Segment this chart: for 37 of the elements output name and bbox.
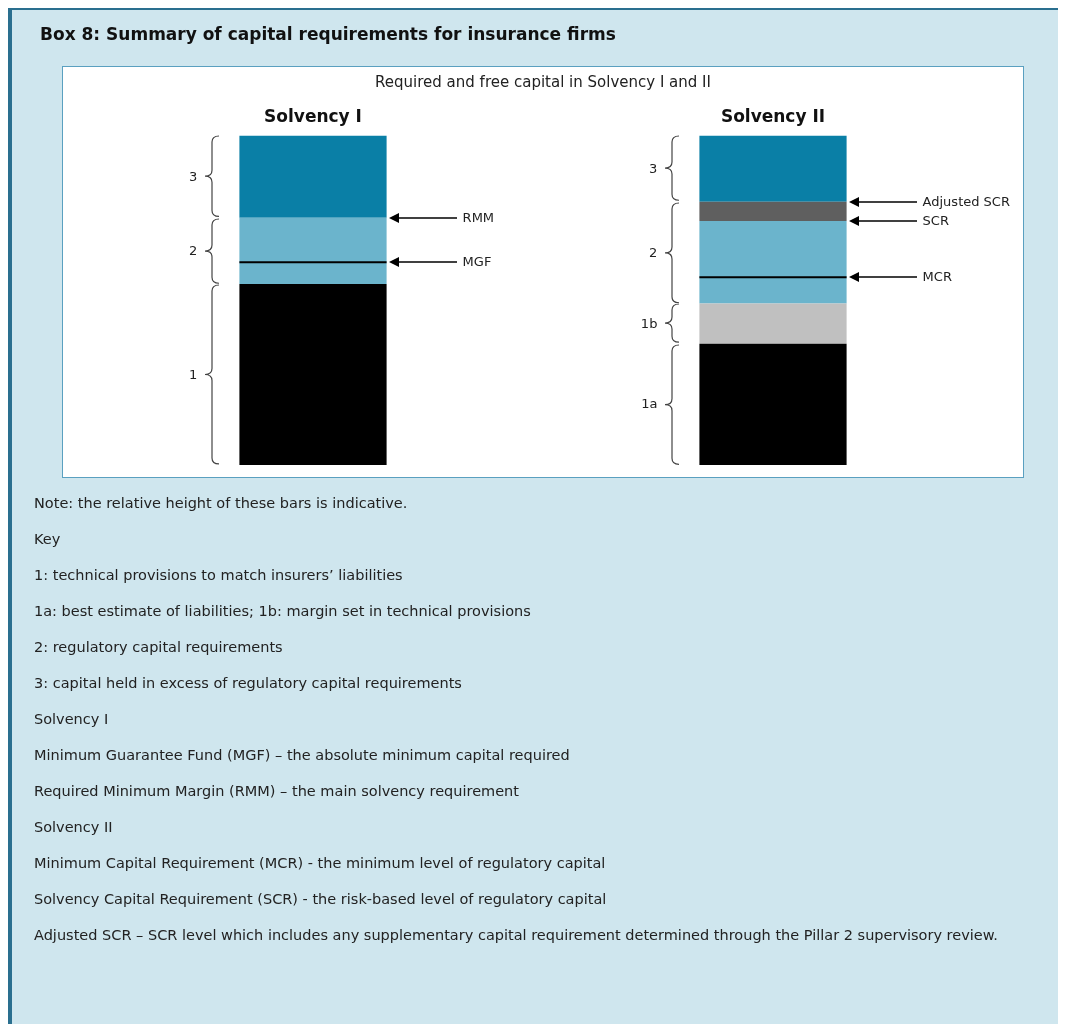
text: Required Minimum Margin (RMM) – the main solvency requirement: [34, 782, 520, 801]
chart-subtitle: Required and free capital in Solvency I and II: [374, 73, 712, 91]
annotation: 3: [188, 168, 198, 184]
annotation: 1b: [639, 315, 658, 331]
text: 1: technical provisions to match insurers’ liabilities: [34, 566, 404, 585]
bar: [699, 277, 847, 304]
bar: [699, 221, 847, 278]
annotation: MCR: [922, 269, 952, 285]
bar: [239, 262, 387, 285]
annotation: 2: [648, 244, 658, 260]
text: Adjusted SCR – SCR level which includes any supplementary capital requirement determined through the Pillar 2 supervisory review.: [34, 926, 999, 945]
text: 2: regulatory capital requirements: [34, 638, 284, 657]
text: Solvency II: [34, 818, 114, 837]
text: 1a: best estimate of liabilities; 1b: margin set in technical provisions: [34, 602, 532, 621]
annotation: 3: [648, 160, 658, 176]
text: 3: capital held in excess of regulatory capital requirements: [34, 674, 463, 693]
bar: [239, 217, 387, 263]
text: Solvency Capital Requirement (SCR) - the risk-based level of regulatory capital: [34, 890, 608, 909]
chart-title: Box 8: Summary of capital requirements for insurance firms: [40, 24, 616, 44]
annotation: 2: [188, 242, 198, 258]
text: Key: [34, 530, 62, 549]
bar: [239, 284, 387, 465]
annotation: 1: [188, 366, 198, 382]
text: Minimum Capital Requirement (MCR) - the minimum level of regulatory capital: [34, 854, 607, 873]
annotation: Adjusted SCR: [922, 193, 1010, 209]
text: Solvency I: [34, 710, 110, 729]
bar: [699, 201, 847, 222]
bar: [699, 135, 847, 202]
text: Minimum Guarantee Fund (MGF) – the absolute minimum capital required: [34, 746, 571, 765]
annotation: MGF: [462, 254, 492, 270]
text: Note: the relative height of these bars is indicative.: [34, 494, 409, 513]
bar: [239, 135, 387, 218]
annotation: SCR: [922, 213, 949, 229]
bar: [699, 303, 847, 344]
annotation: 1a: [640, 396, 658, 412]
annotation: RMM: [462, 209, 495, 225]
bar: [699, 343, 847, 465]
